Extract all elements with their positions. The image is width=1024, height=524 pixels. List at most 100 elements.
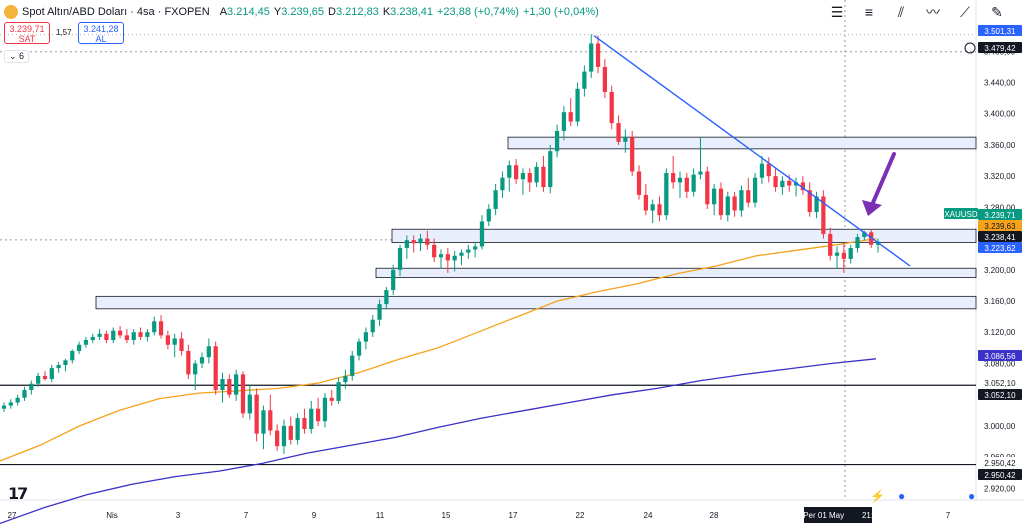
candle-body	[759, 163, 765, 178]
pencil-icon[interactable]: ✎	[991, 4, 1003, 20]
x-tick-label: 7	[946, 511, 951, 520]
price-axis-background	[976, 0, 1024, 524]
price-label-bg	[978, 231, 1022, 242]
candle-body	[261, 410, 266, 434]
candle-body	[15, 397, 20, 403]
candle-body	[821, 196, 826, 234]
indicators-toggle[interactable]: ⌄ 6	[4, 50, 30, 63]
x-tick-label: Nis	[106, 511, 118, 520]
candle-body	[732, 196, 737, 211]
candle-body	[404, 240, 409, 248]
candle-body	[500, 177, 505, 191]
candle-body	[377, 304, 382, 320]
y-tick-label: 3.360,00	[984, 141, 1016, 150]
candle-body	[49, 368, 54, 380]
candle-body	[179, 338, 184, 351]
candle-body	[466, 249, 471, 253]
y-tick-label: 3.400,00	[984, 110, 1016, 119]
candle-body	[329, 397, 334, 401]
price-label: 3.501,31	[984, 27, 1016, 36]
candle-body	[63, 360, 68, 366]
candle-body	[363, 332, 369, 342]
candle-body	[664, 173, 669, 216]
chart-legend-header: Spot Altın/ABD Doları · 4sa · FXOPEN A 3.…	[4, 3, 603, 21]
candle-body	[254, 394, 259, 434]
candle-body	[199, 357, 205, 364]
candle-body	[445, 254, 450, 261]
candle-body	[828, 233, 833, 256]
price-label: 3.052,10	[984, 379, 1016, 388]
candle-body	[213, 346, 218, 390]
y-tick-label: 3.080,00	[984, 359, 1016, 368]
trendline-icon[interactable]: ⟋	[960, 4, 970, 20]
us-flag-event-icon[interactable]: ●	[898, 489, 906, 503]
candle-body	[486, 208, 491, 222]
ema-slow-line	[0, 358, 877, 524]
annotation-arrowhead	[862, 200, 882, 216]
candle-body	[869, 232, 874, 245]
candle-body	[288, 425, 293, 440]
candle-body	[841, 252, 846, 259]
spread-value: 1,57	[56, 28, 72, 37]
candle-body	[834, 252, 840, 256]
candle-body	[70, 350, 75, 361]
candle-body	[97, 333, 102, 337]
candle-body	[391, 269, 396, 291]
parallel-channel-icon[interactable]: ⫽	[897, 4, 905, 20]
symbol-title[interactable]: Spot Altın/ABD Doları · 4sa · FXOPEN	[22, 6, 210, 18]
candle-body	[1, 405, 7, 409]
change-secondary-value: +1,30 (+0,04%)	[522, 6, 599, 18]
change-value: +23,88 (+0,74%)	[436, 6, 519, 18]
sell-button[interactable]: 3.239,71 SAT	[4, 22, 50, 44]
x-tick-label: 28	[710, 511, 719, 520]
candle-body	[650, 204, 655, 211]
candle-body	[766, 163, 771, 177]
candle-body	[548, 151, 553, 188]
y-tick-label: 3.200,00	[984, 266, 1016, 275]
price-label: XAUUSD	[944, 210, 978, 219]
curve-icon[interactable]: 〰	[926, 4, 940, 20]
candle-body	[131, 332, 136, 341]
us-flag-event-icon-2[interactable]: ●	[968, 489, 976, 503]
y-tick-label: 2.920,00	[984, 484, 1016, 493]
candle-body	[677, 177, 683, 183]
price-label-bg	[978, 42, 1022, 53]
low-value: 3.212,83	[335, 6, 379, 18]
price-label: 3.238,41	[984, 233, 1016, 242]
candle-body	[616, 123, 621, 142]
y-tick-label: 3.280,00	[984, 203, 1016, 212]
price-label-bg	[978, 209, 1022, 220]
price-label: 2.950,42	[984, 459, 1016, 468]
candle-body	[527, 173, 532, 183]
candle-body	[227, 379, 232, 395]
candle-body	[397, 247, 403, 270]
open-value: 3.214,45	[227, 6, 270, 18]
support-resistance-zone	[391, 228, 977, 243]
candle-body	[800, 182, 806, 191]
candle-body	[356, 341, 362, 356]
buy-button[interactable]: 3.241,28 AL	[78, 22, 124, 44]
price-label-bg	[978, 469, 1022, 480]
candle-body	[343, 375, 348, 383]
price-label-bg	[944, 208, 978, 219]
candle-body	[432, 244, 437, 258]
candle-body	[739, 190, 744, 211]
candle-body	[698, 171, 703, 175]
x-tick-label: Per 01 May '25	[803, 511, 857, 520]
candle-body	[541, 166, 546, 188]
candle-body	[513, 165, 519, 180]
price-label-bg	[978, 350, 1022, 361]
price-label: 2.950,42	[984, 471, 1016, 480]
y-tick-label: 3.440,00	[984, 79, 1016, 88]
lines-list-icon[interactable]: ≡	[864, 4, 874, 20]
candle-body	[520, 173, 526, 180]
candle-body	[848, 247, 853, 259]
candle-body	[315, 408, 321, 422]
buy-price: 3.241,28	[83, 24, 119, 34]
candle-body	[602, 66, 607, 92]
lightning-event-icon[interactable]: ⚡	[870, 489, 885, 503]
descending-trendline	[593, 35, 911, 267]
bars-icon[interactable]: ☰	[830, 4, 844, 20]
candle-body	[90, 336, 95, 341]
